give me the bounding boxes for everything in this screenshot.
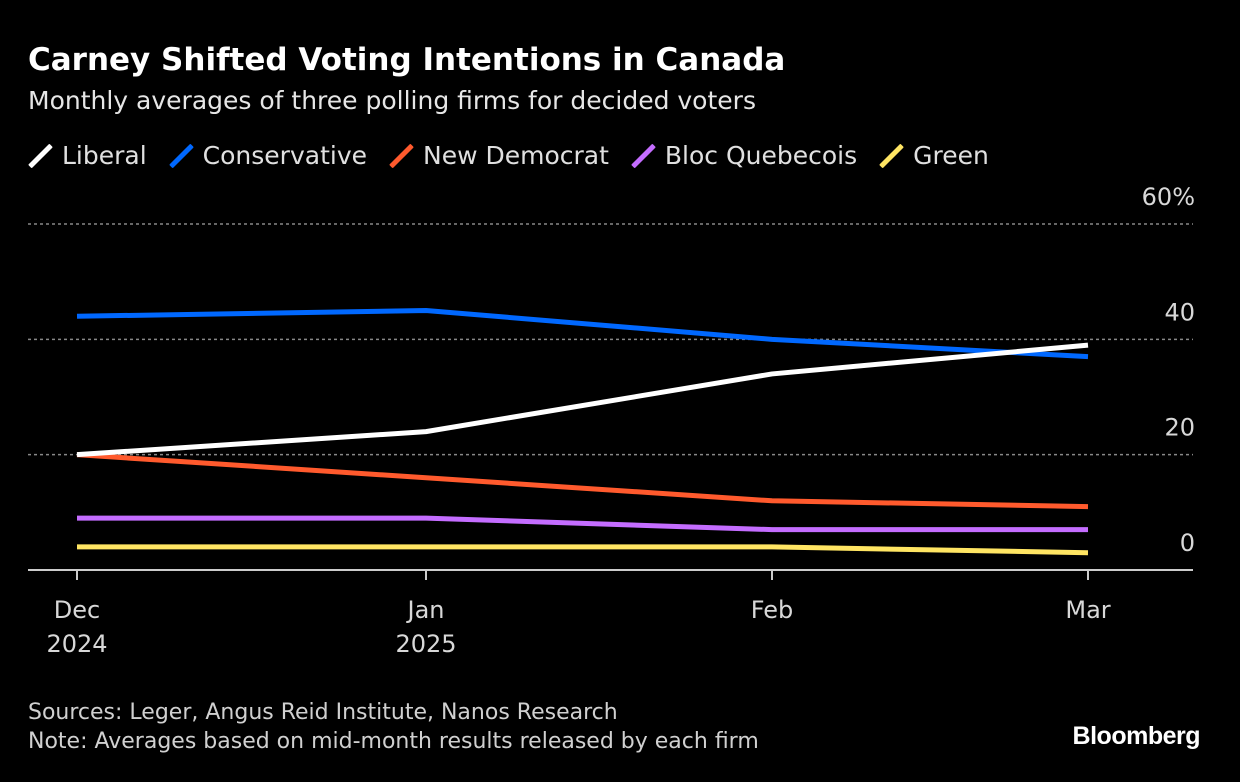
series-line-bloc-quebecois: [77, 515, 1088, 533]
x-tick-label: Dec: [54, 596, 100, 624]
legend-label: Conservative: [202, 141, 367, 170]
legend-item: Conservative: [169, 141, 367, 170]
y-tick-label: 0: [1180, 529, 1195, 557]
x-tick-label: Feb: [751, 596, 794, 624]
y-tick-label: 60%: [1142, 183, 1195, 211]
legend-label: New Democrat: [423, 141, 609, 170]
legend-item: Green: [879, 141, 989, 170]
legend-item: New Democrat: [389, 141, 609, 170]
footnote: Note: Averages based on mid-month result…: [28, 729, 759, 754]
x-tick-label-year: 2024: [46, 630, 107, 658]
sources-note: Sources: Leger, Angus Reid Institute, Na…: [28, 700, 618, 725]
legend-label: Liberal: [62, 141, 147, 170]
legend-label: Bloc Quebecois: [664, 141, 858, 170]
legend: Liberal Conservative New Democrat Bloc Queb…: [28, 141, 989, 170]
y-tick-label: 20: [1164, 414, 1195, 442]
y-tick-label: 40: [1164, 298, 1195, 326]
x-tick-label-year: 2025: [395, 630, 456, 658]
legend-item: Liberal: [28, 141, 147, 170]
series-line-liberal: [76, 342, 1089, 458]
chart-subtitle: Monthly averages of three polling firms …: [28, 86, 756, 115]
x-tick-label: Mar: [1065, 596, 1110, 624]
series-line-new-democrat: [76, 452, 1089, 510]
legend-label: Green: [913, 141, 989, 170]
x-tick-label: Jan: [406, 596, 445, 624]
series-line-conservative: [76, 308, 1089, 360]
legend-item: Bloc Quebecois: [631, 141, 857, 170]
bloomberg-logo: Bloomberg: [1072, 722, 1201, 750]
series-line-green: [77, 544, 1089, 556]
chart-title: Carney Shifted Voting Intentions in Cana…: [28, 42, 786, 78]
